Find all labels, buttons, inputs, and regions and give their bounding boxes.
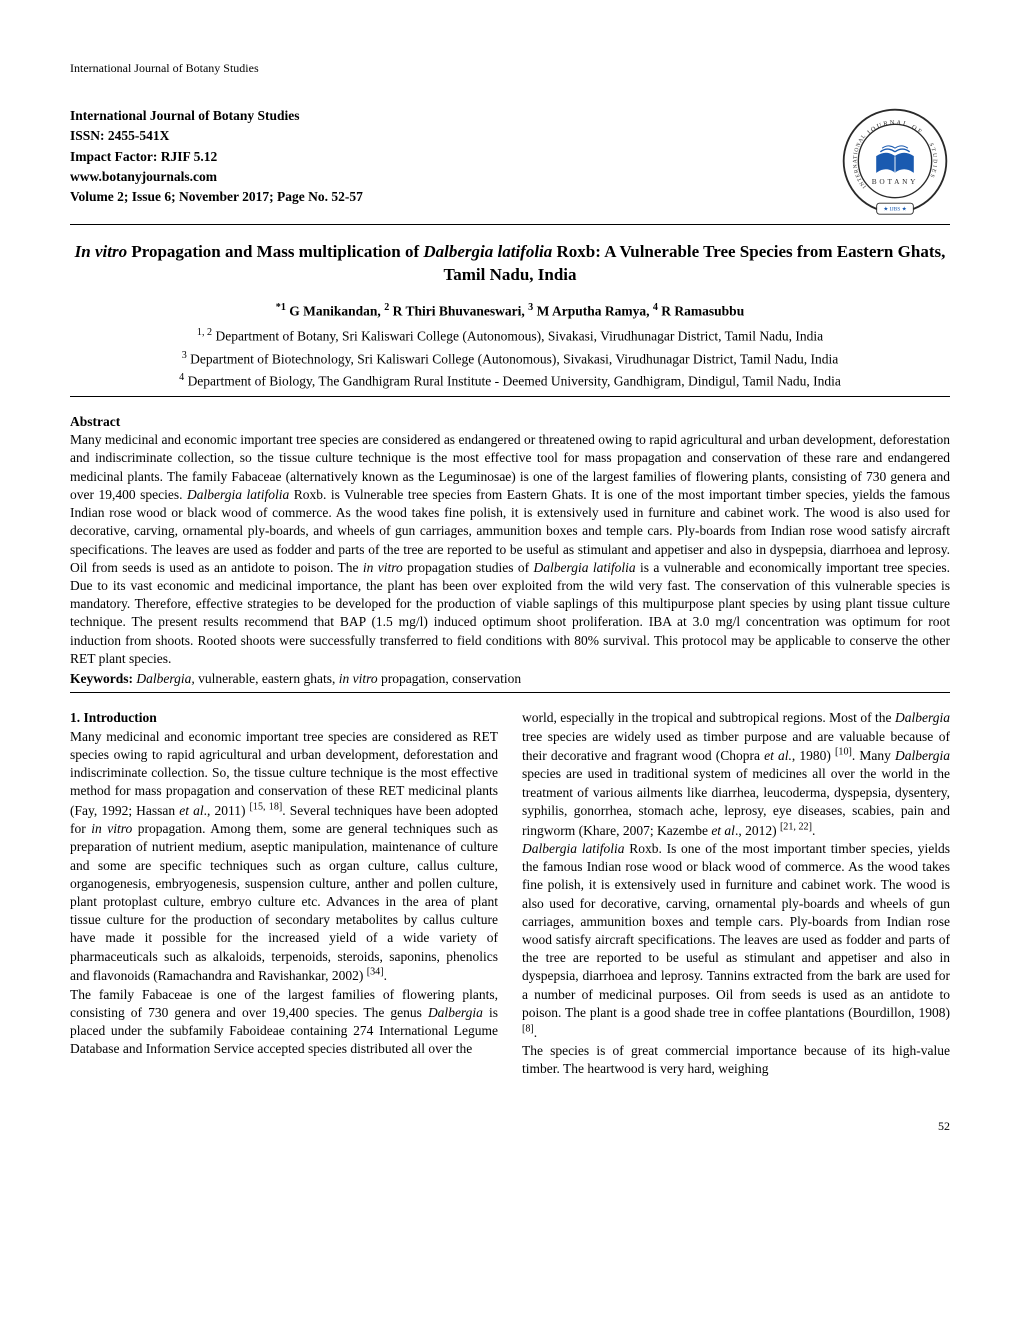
logo-text-top: JOURNAL OF — [866, 119, 924, 136]
header-block: International Journal of Botany Studies … — [70, 106, 950, 216]
keywords-line: Keywords: Dalbergia, vulnerable, eastern… — [70, 670, 950, 688]
logo-text-left: INTERNATIONAL — [852, 133, 867, 189]
left-column: 1. Introduction Many medicinal and econo… — [70, 709, 498, 1078]
running-header: International Journal of Botany Studies — [70, 60, 950, 76]
article-title: In vitro Propagation and Mass multiplica… — [70, 241, 950, 287]
logo-text-right: STUDIES — [928, 142, 938, 179]
body-columns: 1. Introduction Many medicinal and econo… — [70, 709, 950, 1078]
intro-heading: 1. Introduction — [70, 710, 157, 725]
affiliation-1: 1, 2 Department of Botany, Sri Kaliswari… — [70, 325, 950, 347]
abstract-rule — [70, 692, 950, 693]
left-column-text: Many medicinal and economic important tr… — [70, 729, 498, 1057]
abstract-text: Many medicinal and economic important tr… — [70, 431, 950, 668]
svg-text:INTERNATIONAL: INTERNATIONAL — [852, 133, 867, 189]
right-column-text: world, especially in the tropical and su… — [522, 710, 950, 1076]
svg-text:JOURNAL OF: JOURNAL OF — [866, 119, 924, 136]
page-number: 52 — [70, 1118, 950, 1134]
volume-issue-line: Volume 2; Issue 6; November 2017; Page N… — [70, 187, 363, 207]
logo-bottom-label: ★ IJBS ★ — [883, 206, 906, 213]
journal-name: International Journal of Botany Studies — [70, 106, 363, 126]
affiliations: 1, 2 Department of Botany, Sri Kaliswari… — [70, 325, 950, 392]
right-column: world, especially in the tropical and su… — [522, 709, 950, 1078]
affiliation-3: 4 Department of Biology, The Gandhigram … — [70, 370, 950, 392]
impact-factor-line: Impact Factor: RJIF 5.12 — [70, 147, 363, 167]
header-rule — [70, 224, 950, 225]
keywords-text: Dalbergia, vulnerable, eastern ghats, in… — [133, 671, 521, 686]
logo-center-word: BOTANY — [872, 177, 918, 186]
journal-logo: JOURNAL OF INTERNATIONAL STUDIES BOTANY … — [840, 106, 950, 216]
abstract-heading: Abstract — [70, 413, 950, 431]
keywords-label: Keywords: — [70, 671, 133, 686]
journal-meta: International Journal of Botany Studies … — [70, 106, 363, 207]
journal-url: www.botanyjournals.com — [70, 167, 363, 187]
affil-rule — [70, 396, 950, 397]
issn-line: ISSN: 2455-541X — [70, 126, 363, 146]
affiliation-2: 3 Department of Biotechnology, Sri Kalis… — [70, 348, 950, 370]
author-list: *1 G Manikandan, 2 R Thiri Bhuvaneswari,… — [70, 301, 950, 321]
svg-text:STUDIES: STUDIES — [928, 142, 938, 179]
